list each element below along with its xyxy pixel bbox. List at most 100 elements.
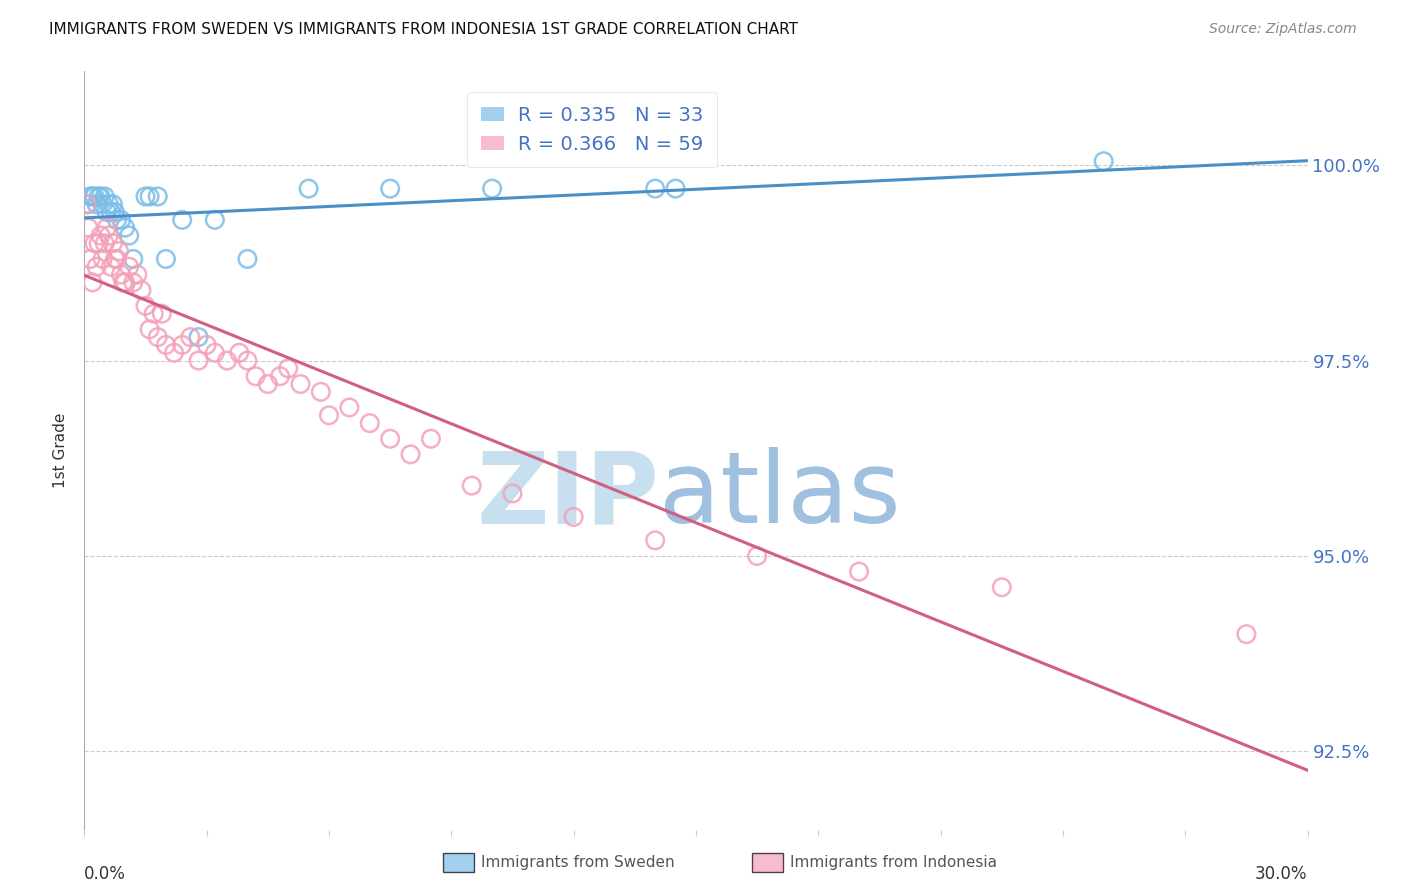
Point [298,181,321,195]
Text: 30.0%: 30.0% [1256,864,1308,883]
Point [100,205,122,219]
Text: IMMIGRANTS FROM SWEDEN VS IMMIGRANTS FROM INDONESIA 1ST GRADE CORRELATION CHART: IMMIGRANTS FROM SWEDEN VS IMMIGRANTS FRO… [49,22,799,37]
Text: Immigrants from Sweden: Immigrants from Sweden [481,855,675,870]
Point [269,369,291,384]
Point [236,252,259,266]
Point [104,252,127,266]
Point [93,189,115,203]
Point [97,228,120,243]
Point [146,330,169,344]
Point [257,377,280,392]
Point [146,189,169,203]
Point [195,338,218,352]
Point [122,276,145,290]
Point [100,260,122,274]
Point [277,361,299,376]
Point [86,260,108,274]
Point [96,205,118,219]
Point [204,212,226,227]
Point [399,447,422,461]
Point [155,338,177,352]
Point [1092,154,1115,169]
Point [86,197,108,211]
Text: atlas: atlas [659,448,901,544]
Point [339,401,361,415]
Point [93,236,115,251]
Text: Source: ZipAtlas.com: Source: ZipAtlas.com [1209,22,1357,37]
Point [562,509,585,524]
Point [135,299,157,313]
Point [380,181,402,195]
Point [104,205,127,219]
Point [991,580,1014,594]
Point [1236,627,1258,641]
Point [79,189,101,203]
Point [747,549,769,563]
Y-axis label: 1st Grade: 1st Grade [53,413,69,488]
Point [110,268,132,282]
Point [150,307,173,321]
Point [142,307,165,321]
Point [110,212,132,227]
Point [217,353,239,368]
Point [96,220,118,235]
Point [502,486,524,500]
Point [105,252,128,266]
Point [309,384,332,399]
Point [79,252,101,266]
Text: ZIP: ZIP [477,448,659,544]
Point [77,197,100,211]
Point [77,220,100,235]
Point [318,409,340,423]
Point [236,353,259,368]
Point [82,276,104,290]
Point [127,268,149,282]
Point [90,189,112,203]
Point [138,322,160,336]
Point [187,353,209,368]
Point [108,244,131,259]
Point [105,212,128,227]
Point [91,252,114,266]
Text: Immigrants from Indonesia: Immigrants from Indonesia [790,855,997,870]
Point [481,181,503,195]
Point [245,369,267,384]
Point [644,533,666,548]
Point [163,345,186,359]
Point [75,197,97,211]
Point [97,197,120,211]
Point [420,432,443,446]
Point [101,197,124,211]
Point [118,260,141,274]
Point [101,236,124,251]
Point [644,181,666,195]
Point [359,416,381,430]
Point [138,189,160,203]
Point [172,338,194,352]
Point [83,189,105,203]
Point [665,181,688,195]
Point [461,478,484,492]
Point [380,432,402,446]
Point [87,189,110,203]
Point [290,377,312,392]
Point [131,283,153,297]
Point [179,330,201,344]
Point [135,189,157,203]
Text: 0.0%: 0.0% [84,864,127,883]
Point [848,565,870,579]
Point [114,220,136,235]
Point [90,228,112,243]
Point [122,252,145,266]
Point [114,276,136,290]
Point [91,197,114,211]
Point [118,228,141,243]
Point [87,236,110,251]
Point [204,345,226,359]
Legend: R = 0.335   N = 33, R = 0.366   N = 59: R = 0.335 N = 33, R = 0.366 N = 59 [467,93,717,168]
Point [228,345,250,359]
Point [172,212,194,227]
Point [187,330,209,344]
Point [112,276,135,290]
Point [83,236,105,251]
